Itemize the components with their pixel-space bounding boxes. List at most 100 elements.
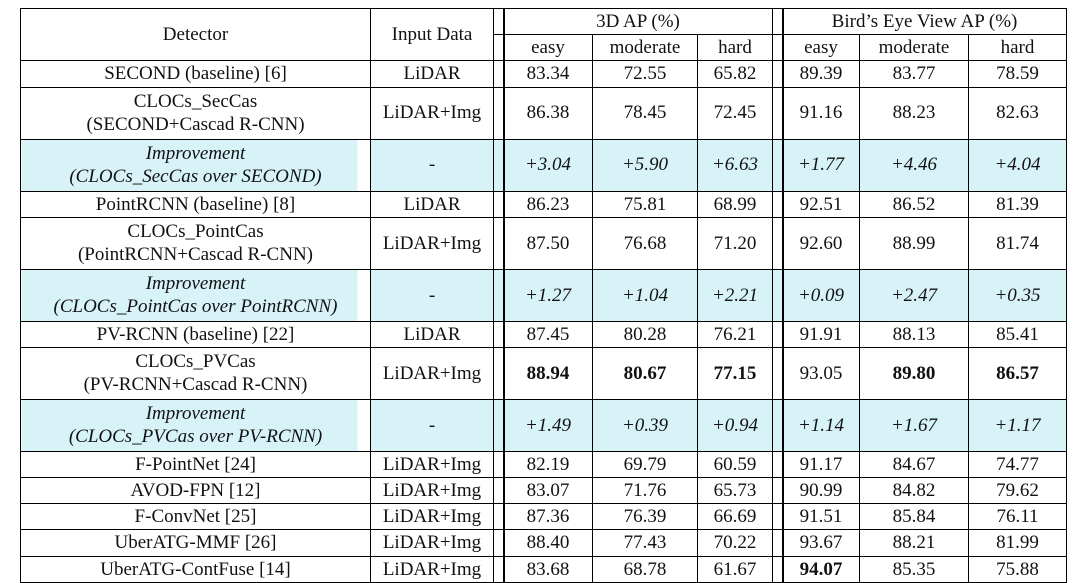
detector-cell: Improvement (CLOCs_SecCas over SECOND): [20, 138, 371, 192]
table-row: SECOND (baseline) [6] LiDAR 83.34 72.55 65.8…: [20, 60, 1068, 88]
metric-cell: 84.67: [859, 450, 969, 479]
metric-cell: 74.77: [967, 450, 1068, 479]
metric-cell: +1.49: [493, 398, 593, 452]
metric-cell: 88.99: [859, 216, 969, 270]
metric-cell: +4.46: [859, 138, 969, 192]
metric-cell: 91.91: [772, 320, 860, 348]
detector-line: (CLOCs_SecCas over SECOND): [69, 166, 322, 188]
detector-line: (CLOCs_PointCas over PointRCNN): [53, 296, 338, 318]
metric-cell: 84.82: [859, 477, 969, 505]
metric-cell: 68.78: [592, 555, 698, 583]
detector-cell: CLOCs_SecCas (SECOND+Cascad R-CNN): [20, 86, 371, 140]
input-data-cell: LiDAR: [370, 60, 494, 88]
metric-cell: 81.99: [967, 529, 1068, 557]
metric-cell: 88.40: [493, 529, 593, 557]
metric-cell: 82.19: [493, 450, 593, 479]
table-row: PointRCNN (baseline) [8] LiDAR 86.23 75.81 6…: [20, 190, 1068, 218]
subheader-3d-hard: hard: [697, 34, 773, 62]
metric-cell: 85.41: [967, 320, 1068, 348]
metric-cell: 90.99: [772, 477, 860, 505]
detector-cell: CLOCs_PointCas (PointRCNN+Cascad R-CNN): [20, 216, 371, 270]
metric-cell: 86.38: [493, 86, 593, 140]
metric-cell: 93.05: [772, 346, 860, 400]
metric-cell: 75.88: [967, 555, 1068, 583]
metric-cell: +6.63: [697, 138, 773, 192]
detector-line: UberATG-MMF [26]: [114, 532, 277, 554]
detector-line: CLOCs_PVCas: [135, 351, 256, 373]
subheader-3d-moderate: moderate: [592, 34, 698, 62]
subheader-bev-hard: hard: [967, 34, 1068, 62]
results-table-body: SECOND (baseline) [6] LiDAR 83.34 72.55 65.8…: [20, 60, 1068, 583]
input-data-cell: -: [370, 398, 494, 452]
detector-cell: Improvement (CLOCs_PointCas over PointRCN…: [20, 268, 371, 322]
detector-cell: UberATG-ContFuse [14]: [20, 555, 371, 583]
detector-line: (SECOND+Cascad R-CNN): [86, 114, 305, 136]
header-3d-ap-group: 3D AP (%): [493, 7, 773, 36]
header-bev-ap-group: Bird’s Eye View AP (%): [771, 7, 1068, 36]
metric-cell: +1.27: [493, 268, 593, 322]
metric-cell: 79.62: [967, 477, 1068, 505]
metric-cell: +3.04: [493, 138, 593, 192]
metric-cell: 86.52: [859, 190, 969, 218]
metric-cell: 91.51: [772, 503, 860, 531]
detector-cell: PointRCNN (baseline) [8]: [20, 190, 371, 218]
metric-cell: 91.16: [772, 86, 860, 140]
table-row: PV-RCNN (baseline) [22] LiDAR 87.45 80.28 76…: [20, 320, 1068, 348]
metric-cell: +2.21: [697, 268, 773, 322]
detector-line: PointRCNN (baseline) [8]: [95, 193, 296, 215]
results-table: Detector Input Data 3D AP (%) Bird’s Eye…: [20, 7, 1068, 583]
table-row: Improvement (CLOCs_PointCas over PointRCN…: [20, 268, 1068, 322]
input-data-cell: -: [370, 268, 494, 322]
metric-cell: 85.84: [859, 503, 969, 531]
input-data-cell: LiDAR+Img: [370, 503, 494, 531]
metric-cell: +0.35: [967, 268, 1068, 322]
header-input-data: Input Data: [370, 7, 494, 62]
table-row: F-PointNet [24] LiDAR+Img 82.19 69.79 60.59 9…: [20, 450, 1068, 479]
metric-cell: 83.77: [859, 60, 969, 88]
metric-cell: 88.13: [859, 320, 969, 348]
metric-cell: 89.39: [772, 60, 860, 88]
metric-cell: +1.14: [772, 398, 860, 452]
input-data-cell: LiDAR+Img: [370, 477, 494, 505]
input-data-cell: LiDAR+Img: [370, 450, 494, 479]
metric-cell: 76.39: [592, 503, 698, 531]
detector-line: Improvement: [145, 142, 246, 164]
input-data-cell: LiDAR+Img: [370, 86, 494, 140]
header-sub-row: easy moderate hard easy moderate hard: [21, 34, 1068, 62]
detector-line: F-PointNet [24]: [135, 453, 256, 475]
metric-cell: 87.45: [493, 320, 593, 348]
table-row: Improvement (CLOCs_SecCas over SECOND) - +3…: [20, 138, 1068, 192]
metric-cell: 83.07: [493, 477, 593, 505]
detector-cell: F-PointNet [24]: [20, 450, 371, 479]
metric-cell: 75.81: [592, 190, 698, 218]
detector-line: (PointRCNN+Cascad R-CNN): [77, 244, 313, 266]
metric-cell: +4.04: [967, 138, 1068, 192]
metric-cell: +1.67: [859, 398, 969, 452]
metric-cell: 76.21: [697, 320, 773, 348]
metric-cell: 92.51: [772, 190, 860, 218]
metric-cell: 86.57: [967, 346, 1068, 400]
detector-line: UberATG-ContFuse [14]: [100, 558, 291, 580]
detector-line: CLOCs_PointCas: [127, 221, 264, 243]
metric-cell: +1.04: [592, 268, 698, 322]
detector-cell: F-ConvNet [25]: [20, 503, 371, 531]
metric-cell: 80.28: [592, 320, 698, 348]
detector-line: CLOCs_SecCas: [133, 90, 258, 112]
detector-cell: PV-RCNN (baseline) [22]: [20, 320, 371, 348]
metric-cell: 65.82: [697, 60, 773, 88]
detector-cell: AVOD-FPN [12]: [20, 477, 371, 505]
detector-line: F-ConvNet [25]: [134, 506, 257, 528]
table-row: CLOCs_SecCas (SECOND+Cascad R-CNN) LiDAR+I…: [20, 86, 1068, 140]
input-data-cell: -: [370, 138, 494, 192]
metric-cell: 92.60: [772, 216, 860, 270]
header-group-row: Detector Input Data 3D AP (%) Bird’s Eye…: [20, 7, 1068, 62]
detector-cell: CLOCs_PVCas (PV-RCNN+Cascad R-CNN): [20, 346, 371, 400]
metric-cell: 78.59: [967, 60, 1068, 88]
detector-line: AVOD-FPN [12]: [130, 480, 261, 502]
metric-cell: 85.35: [859, 555, 969, 583]
metric-cell: 61.67: [697, 555, 773, 583]
metric-cell: 66.69: [697, 503, 773, 531]
input-data-cell: LiDAR+Img: [370, 346, 494, 400]
detector-line: PV-RCNN (baseline) [22]: [96, 323, 295, 345]
metric-cell: 88.23: [859, 86, 969, 140]
